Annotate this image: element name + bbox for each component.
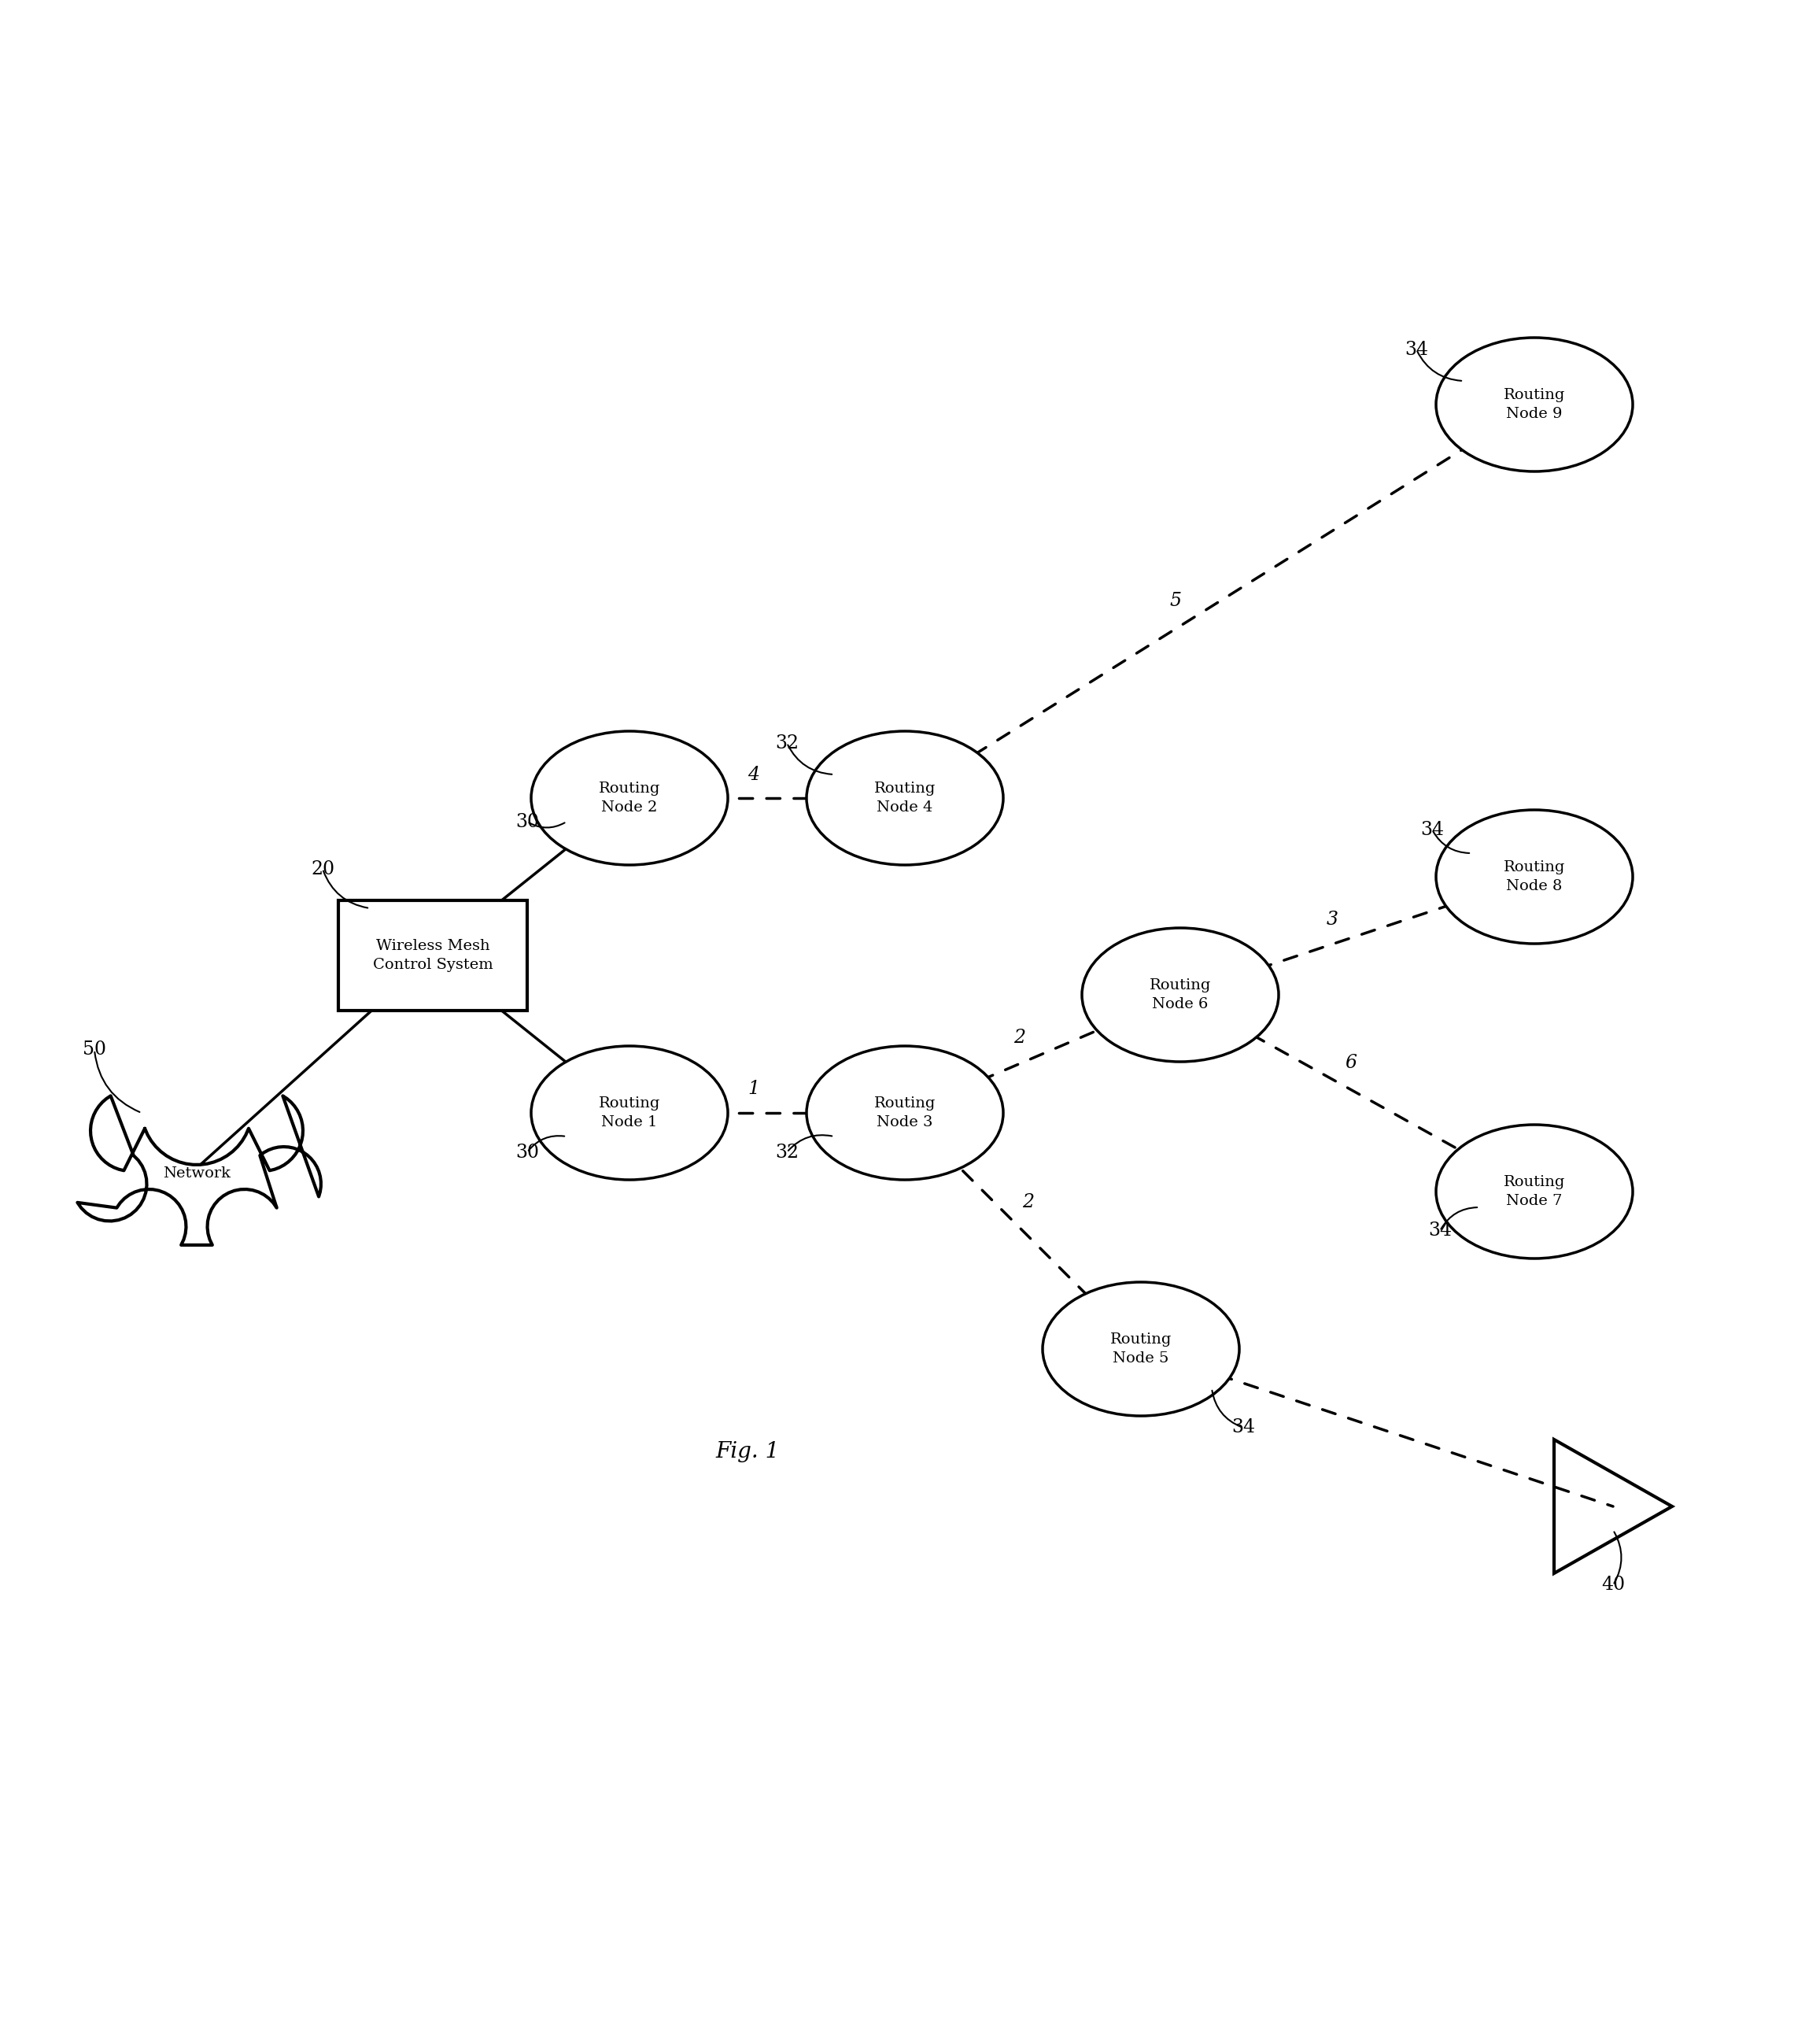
Ellipse shape [1436, 337, 1633, 472]
Text: Routing
Node 1: Routing Node 1 [599, 1096, 661, 1130]
Text: 5: 5 [1170, 591, 1181, 609]
Text: 30: 30 [515, 1142, 539, 1160]
Text: 34: 34 [1405, 341, 1429, 359]
Text: Routing
Node 6: Routing Node 6 [1150, 979, 1210, 1011]
Text: 4: 4 [748, 765, 759, 783]
Text: Wireless Mesh
Control System: Wireless Mesh Control System [373, 938, 493, 973]
Text: 3: 3 [1327, 910, 1338, 928]
Text: 2: 2 [1014, 1029, 1025, 1047]
Text: 20: 20 [311, 860, 335, 878]
FancyBboxPatch shape [339, 900, 528, 1011]
Ellipse shape [531, 1045, 728, 1181]
Text: 32: 32 [775, 1142, 799, 1160]
Text: Routing
Node 7: Routing Node 7 [1503, 1174, 1565, 1209]
Text: Routing
Node 9: Routing Node 9 [1503, 387, 1565, 422]
Text: Network: Network [162, 1166, 231, 1181]
Text: 6: 6 [1345, 1053, 1358, 1072]
Ellipse shape [806, 731, 1003, 866]
Text: Routing
Node 2: Routing Node 2 [599, 781, 661, 815]
Ellipse shape [1436, 809, 1633, 944]
Text: 2: 2 [1021, 1193, 1034, 1211]
Text: Fig. 1: Fig. 1 [715, 1441, 779, 1461]
Text: 40: 40 [1602, 1576, 1625, 1594]
Text: 50: 50 [82, 1041, 106, 1059]
Text: Routing
Node 3: Routing Node 3 [874, 1096, 935, 1130]
Text: 34: 34 [1429, 1221, 1452, 1239]
Text: 34: 34 [1232, 1419, 1256, 1437]
Text: Routing
Node 4: Routing Node 4 [874, 781, 935, 815]
Ellipse shape [1081, 928, 1279, 1061]
Ellipse shape [806, 1045, 1003, 1181]
Text: 30: 30 [515, 813, 539, 831]
Text: 1: 1 [748, 1080, 759, 1098]
Text: Routing
Node 8: Routing Node 8 [1503, 860, 1565, 894]
Text: Routing
Node 5: Routing Node 5 [1110, 1332, 1172, 1366]
Polygon shape [78, 1096, 320, 1245]
Ellipse shape [531, 731, 728, 866]
Text: 34: 34 [1420, 821, 1443, 839]
Ellipse shape [1436, 1124, 1633, 1259]
Ellipse shape [1043, 1281, 1239, 1417]
Text: 32: 32 [775, 735, 799, 753]
